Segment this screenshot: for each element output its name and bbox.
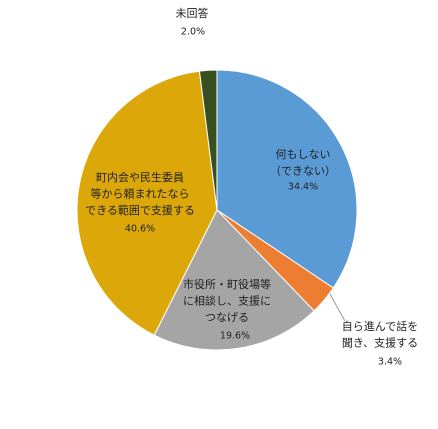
value-label: 19.6%	[220, 331, 250, 342]
slice-label: つなげる	[205, 311, 249, 324]
value-label: 2.0%	[181, 27, 205, 38]
pie-slice	[76, 70, 218, 336]
pie-slice	[198, 69, 218, 211]
slice-label: に相談し、支援に	[183, 294, 271, 308]
slice-label: できる範囲で支援する	[85, 203, 195, 217]
value-label: 3.4%	[378, 357, 402, 368]
slice-label: 聞き、支援する	[342, 336, 418, 350]
pie-slice	[216, 69, 358, 289]
slice-label: 市役所・町役場等	[183, 277, 271, 291]
slice-label: 等から頼まれたなら	[91, 187, 190, 201]
value-label: 40.6%	[125, 224, 155, 235]
slice-label: 未回答	[176, 6, 209, 20]
slice-label: 町内会や民生委員	[96, 170, 184, 184]
slice-label: （できない）	[270, 165, 336, 178]
slice-label: 自ら進んで話を	[342, 319, 418, 333]
value-label: 34.4%	[288, 182, 318, 193]
slice-label: 何もしない	[276, 148, 331, 161]
pie-slice	[153, 209, 315, 351]
leader-line	[328, 291, 346, 322]
